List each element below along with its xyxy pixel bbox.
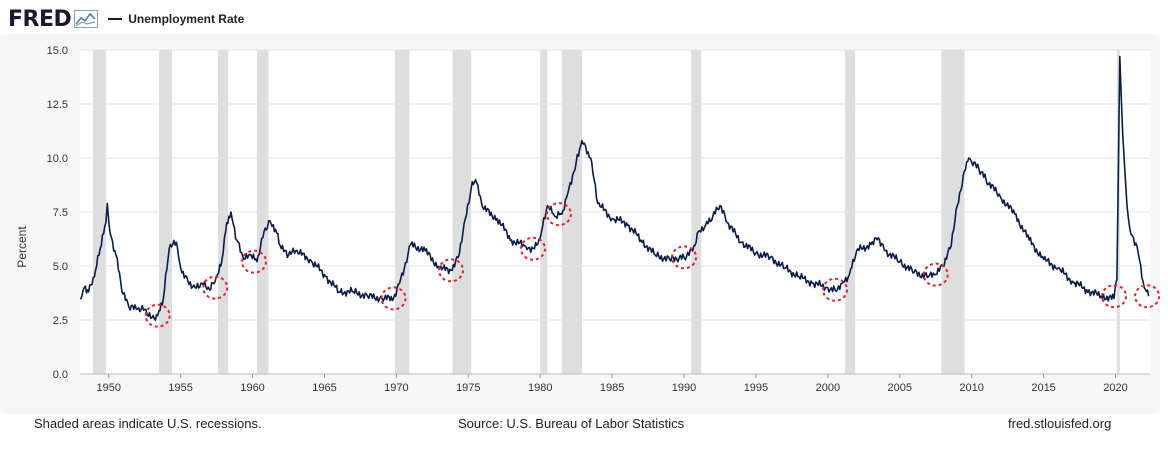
x-tick-label: 1980 [528, 382, 552, 394]
x-tick-label: 1985 [600, 382, 624, 394]
x-tick-label: 2020 [1103, 382, 1127, 394]
unemployment-chart: 0.0 2.5 5.0 7.5 10.0 12.5 15.0 1950 1955 1960 196… [15, 45, 1160, 394]
x-tick-label: 2005 [888, 382, 912, 394]
x-tick-label: 1965 [312, 382, 336, 394]
x-tick-label: 2015 [1031, 382, 1055, 394]
x-tick-label: 1955 [168, 382, 192, 394]
y-tick-label: 5.0 [53, 261, 68, 273]
series-line-unemployment-rate [79, 55, 1150, 322]
legend-label: Unemployment Rate [128, 12, 245, 26]
y-tick-label: 12.5 [47, 99, 68, 111]
cycle-low-marker [144, 303, 171, 328]
x-tick-label: 1995 [744, 382, 768, 394]
fred-chart-icon [74, 10, 99, 28]
legend-line-swatch [108, 18, 123, 20]
y-tick-label: 10.0 [47, 153, 68, 165]
series-layer [79, 55, 1150, 322]
x-tick-label: 1970 [384, 382, 408, 394]
y-tick-label: 15.0 [47, 45, 68, 57]
site-link[interactable]: fred.stlouisfed.org [1008, 416, 1112, 431]
legend: Unemployment Rate [108, 12, 244, 26]
y-tick-label: 0.0 [53, 369, 68, 381]
cycle-low-marker [202, 275, 229, 300]
x-tick-label: 2010 [959, 382, 983, 394]
fred-logo[interactable]: FRED [8, 6, 72, 32]
cycle-low-marker [438, 258, 465, 283]
cycle-low-marker [520, 236, 547, 261]
y-tick-label: 2.5 [53, 315, 68, 327]
source-note: Source: U.S. Bureau of Labor Statistics [458, 416, 685, 431]
cycle-low-marker [1101, 284, 1128, 309]
x-tick-label: 2000 [816, 382, 840, 394]
chart-header: FRED Unemployment Rate [8, 4, 244, 34]
x-tick-label: 1990 [672, 382, 696, 394]
y-axis-ticks: 0.0 2.5 5.0 7.5 10.0 12.5 15.0 [47, 45, 68, 381]
x-tick-label: 1960 [240, 382, 264, 394]
recession-note: Shaded areas indicate U.S. recessions. [34, 416, 262, 431]
x-tick-label: 1975 [456, 382, 480, 394]
cycle-low-marker [1134, 284, 1160, 309]
cycle-low-marker [922, 262, 949, 287]
cycle-low-marker [241, 249, 268, 274]
y-axis-label: Percent [15, 226, 29, 268]
x-tick-label: 1950 [97, 382, 121, 394]
cycle-low-marker [380, 286, 407, 311]
cycle-low-marker [545, 202, 572, 227]
x-axis-ticks: 1950 1955 1960 1965 1970 1975 1980 1985 1990 1995… [80, 373, 1150, 394]
y-tick-label: 7.5 [53, 207, 68, 219]
